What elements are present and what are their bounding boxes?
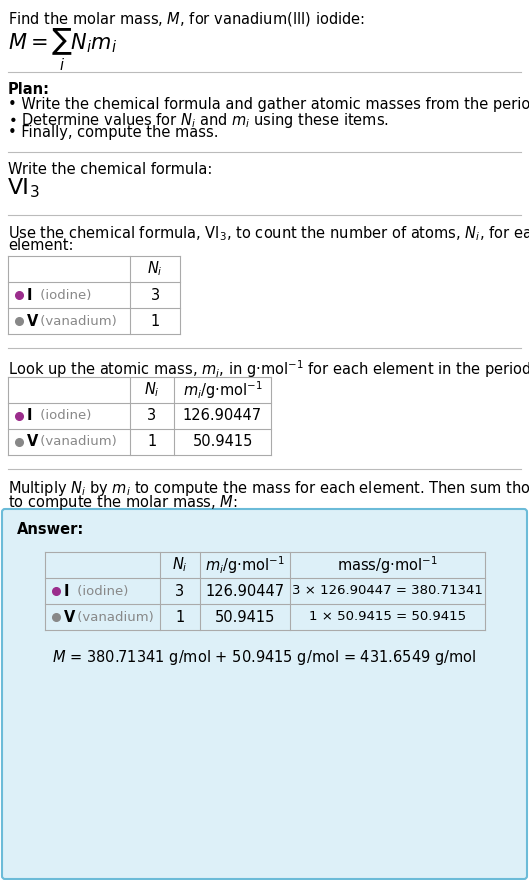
- Text: $M = \sum_i N_i m_i$: $M = \sum_i N_i m_i$: [8, 27, 117, 73]
- Text: Find the molar mass, $M$, for vanadium(III) iodide:: Find the molar mass, $M$, for vanadium(I…: [8, 10, 365, 28]
- Text: 50.9415: 50.9415: [215, 610, 275, 625]
- Text: 3: 3: [30, 185, 40, 200]
- Text: 3: 3: [150, 288, 160, 303]
- Text: $m_i$/g·mol$^{-1}$: $m_i$/g·mol$^{-1}$: [183, 379, 262, 401]
- Text: Plan:: Plan:: [8, 82, 50, 97]
- Text: 1: 1: [176, 610, 185, 625]
- Text: 50.9415: 50.9415: [193, 435, 253, 450]
- Text: I: I: [27, 288, 32, 303]
- Text: element:: element:: [8, 238, 74, 253]
- Text: (vanadium): (vanadium): [36, 436, 117, 449]
- Text: (vanadium): (vanadium): [73, 611, 154, 624]
- Text: (iodine): (iodine): [36, 289, 92, 302]
- Text: $N_i$: $N_i$: [144, 381, 160, 400]
- Text: to compute the molar mass, $M$:: to compute the molar mass, $M$:: [8, 493, 238, 512]
- Text: I: I: [64, 583, 69, 598]
- Text: (vanadium): (vanadium): [36, 314, 117, 327]
- Text: VI: VI: [8, 178, 30, 198]
- Text: V: V: [64, 610, 75, 625]
- Text: $N_i$: $N_i$: [147, 260, 163, 278]
- Text: 1: 1: [148, 435, 157, 450]
- Text: (iodine): (iodine): [36, 409, 92, 422]
- Text: 126.90447: 126.90447: [205, 583, 285, 598]
- Text: 3: 3: [148, 408, 157, 423]
- Text: 1 × 50.9415 = 50.9415: 1 × 50.9415 = 50.9415: [309, 611, 466, 624]
- Text: mass/g·mol$^{-1}$: mass/g·mol$^{-1}$: [337, 554, 438, 576]
- Text: V: V: [27, 313, 39, 328]
- Text: 3 × 126.90447 = 380.71341: 3 × 126.90447 = 380.71341: [292, 584, 483, 598]
- Text: $N_i$: $N_i$: [172, 555, 188, 575]
- Text: Multiply $N_i$ by $m_i$ to compute the mass for each element. Then sum those val: Multiply $N_i$ by $m_i$ to compute the m…: [8, 479, 529, 498]
- Text: Answer:: Answer:: [17, 522, 84, 537]
- Text: • Determine values for $N_i$ and $m_i$ using these items.: • Determine values for $N_i$ and $m_i$ u…: [8, 111, 389, 130]
- Text: Write the chemical formula:: Write the chemical formula:: [8, 162, 212, 177]
- Text: • Write the chemical formula and gather atomic masses from the periodic table.: • Write the chemical formula and gather …: [8, 97, 529, 112]
- Text: (iodine): (iodine): [73, 584, 129, 598]
- Text: • Finally, compute the mass.: • Finally, compute the mass.: [8, 125, 218, 140]
- Text: V: V: [27, 435, 39, 450]
- Text: $M$ = 380.71341 g/mol + 50.9415 g/mol = 431.6549 g/mol: $M$ = 380.71341 g/mol + 50.9415 g/mol = …: [52, 648, 477, 667]
- Text: 3: 3: [176, 583, 185, 598]
- FancyBboxPatch shape: [2, 509, 527, 879]
- Text: 126.90447: 126.90447: [183, 408, 262, 423]
- Text: $m_i$/g·mol$^{-1}$: $m_i$/g·mol$^{-1}$: [205, 554, 285, 576]
- Text: Use the chemical formula, VI$_3$, to count the number of atoms, $N_i$, for each: Use the chemical formula, VI$_3$, to cou…: [8, 224, 529, 243]
- Text: Look up the atomic mass, $m_i$, in g·mol$^{-1}$ for each element in the periodic: Look up the atomic mass, $m_i$, in g·mol…: [8, 358, 529, 379]
- Text: I: I: [27, 408, 32, 423]
- Text: 1: 1: [150, 313, 160, 328]
